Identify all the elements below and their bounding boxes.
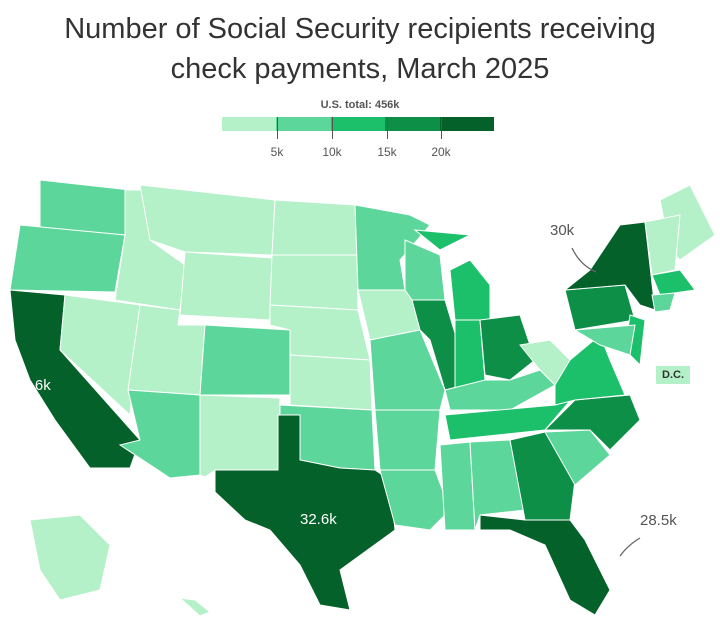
legend-tick-label: 15k	[377, 145, 397, 159]
legend-bin-1	[276, 117, 331, 131]
label-california: 44.6k	[14, 377, 51, 394]
label-new-york: 30k	[550, 222, 575, 239]
legend-tick	[277, 117, 278, 139]
state-wy	[179, 251, 273, 321]
label-florida: 28.5k	[640, 512, 677, 529]
state-tx	[214, 414, 396, 611]
legend-tick-label: 10k	[322, 145, 342, 159]
state-wv	[519, 339, 571, 386]
state-ms	[439, 441, 476, 531]
state-sc	[544, 429, 611, 486]
legend-bin-2	[330, 117, 386, 131]
legend-tick	[387, 117, 388, 139]
state-sd	[269, 254, 359, 311]
legend-title: U.S. total: 456k	[320, 99, 400, 111]
title-line-2: check payments, March 2025	[170, 53, 550, 85]
state-co	[199, 324, 291, 396]
state-nd	[271, 199, 358, 256]
state-mi	[449, 259, 491, 321]
state-miu	[413, 229, 472, 251]
legend-tick	[332, 117, 333, 139]
legend-color-bar	[222, 117, 495, 131]
state-mo	[369, 329, 446, 411]
state-tn	[444, 394, 576, 441]
state-md	[573, 324, 636, 356]
state-ks	[289, 354, 373, 411]
annotation-arrow-fl	[619, 537, 641, 557]
title-line-1: Number of Social Security recipients rec…	[64, 13, 656, 45]
state-ut	[127, 304, 206, 396]
label-dc: D.C.	[656, 366, 690, 384]
legend-bin-4	[439, 117, 495, 131]
state-ak	[29, 514, 111, 601]
annotation-arrow-ny	[571, 247, 597, 273]
state-va	[539, 334, 626, 406]
label-texas: 32.6k	[300, 511, 337, 528]
state-nv	[59, 294, 141, 417]
legend-tick	[441, 117, 442, 139]
state-oh	[479, 314, 536, 381]
state-fl	[479, 514, 611, 616]
state-al	[469, 439, 526, 531]
state-hi	[178, 597, 211, 617]
state-pa	[564, 284, 636, 331]
state-ct	[651, 292, 676, 313]
state-la	[379, 469, 451, 531]
state-vtnh	[644, 214, 681, 276]
state-wa	[39, 179, 131, 236]
state-ma	[651, 269, 696, 296]
legend-bin-0	[222, 117, 277, 131]
legend-tick-label: 5k	[270, 145, 284, 159]
legend-bin-3	[385, 117, 440, 131]
state-ar	[374, 409, 441, 471]
state-mt	[139, 184, 276, 256]
state-or	[9, 224, 126, 293]
state-nm	[199, 394, 281, 478]
legend-tick-label: 20k	[431, 145, 451, 159]
